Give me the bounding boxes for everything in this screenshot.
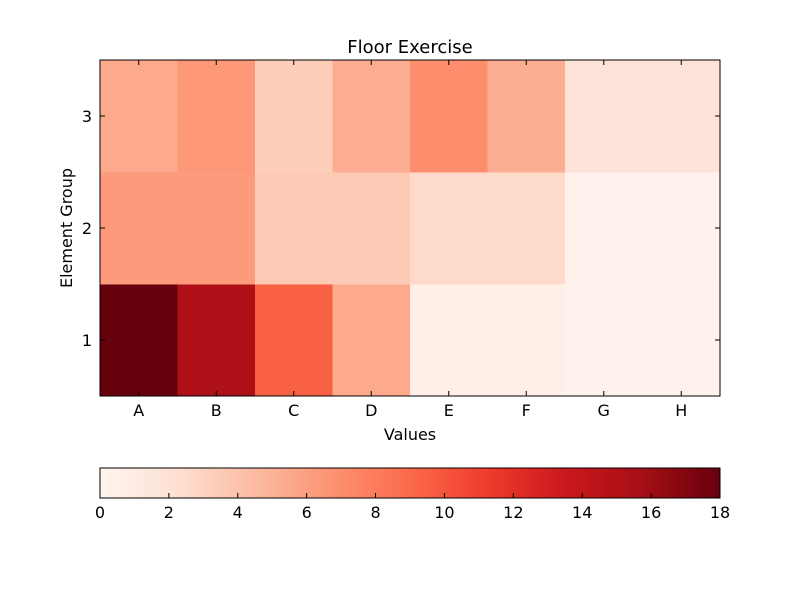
heatmap-cell xyxy=(332,60,411,173)
colorbar-tick-label: 16 xyxy=(641,503,661,522)
heatmap-cell xyxy=(410,284,488,397)
colorbar-tick-label: 4 xyxy=(233,503,243,522)
heatmap-cells xyxy=(100,60,721,397)
colorbar-tick-label: 12 xyxy=(503,503,523,522)
x-axis-label: Values xyxy=(384,425,436,444)
heatmap-cell xyxy=(100,284,178,397)
heatmap-cell xyxy=(410,60,488,173)
colorbar-tick-label: 18 xyxy=(710,503,730,522)
colorbar-tick-label: 2 xyxy=(164,503,174,522)
colorbar-tick-label: 14 xyxy=(572,503,592,522)
colorbar-ticks: 0 2 4 6 8 10 12 14 16 18 xyxy=(95,493,730,522)
heatmap-cell xyxy=(255,60,333,173)
x-tick-label: E xyxy=(444,401,454,420)
heatmap-cell xyxy=(177,284,256,397)
heatmap-cell xyxy=(487,172,566,285)
y-axis-label: Element Group xyxy=(57,168,76,288)
heatmap-cell xyxy=(642,284,721,397)
y-tick-label: 3 xyxy=(82,107,92,126)
heatmap-cell xyxy=(255,284,333,397)
colorbar-tick-label: 0 xyxy=(95,503,105,522)
x-tick-label: A xyxy=(133,401,144,420)
colorbar xyxy=(99,467,721,499)
x-tick-label: G xyxy=(598,401,610,420)
heatmap-cell xyxy=(565,284,643,397)
x-tick-label: H xyxy=(675,401,687,420)
heatmap-cell xyxy=(410,172,488,285)
heatmap-cell xyxy=(100,172,178,285)
x-tick-label: C xyxy=(288,401,299,420)
heatmap-cell xyxy=(487,60,566,173)
x-tick-label: D xyxy=(365,401,377,420)
heatmap-cell xyxy=(332,284,411,397)
heatmap-cell xyxy=(177,60,256,173)
heatmap-cell xyxy=(565,60,643,173)
x-axis-ticks: A B C D E F G H xyxy=(133,60,687,420)
heatmap-cell xyxy=(642,60,721,173)
heatmap-cell xyxy=(487,284,566,397)
chart-title: Floor Exercise xyxy=(347,37,472,58)
y-tick-label: 2 xyxy=(82,219,92,238)
colorbar-tick-label: 6 xyxy=(302,503,312,522)
heatmap-cell xyxy=(255,172,333,285)
y-tick-label: 1 xyxy=(82,331,92,350)
y-axis-ticks: 1 2 3 xyxy=(82,107,720,350)
heatmap-cell xyxy=(565,172,643,285)
x-tick-label: B xyxy=(211,401,222,420)
heatmap-cell xyxy=(100,60,178,173)
x-tick-label: F xyxy=(522,401,531,420)
heatmap-cell xyxy=(332,172,411,285)
colorbar-tick-label: 10 xyxy=(434,503,454,522)
colorbar-tick-label: 8 xyxy=(370,503,380,522)
heatmap-cell xyxy=(642,172,721,285)
heatmap-cell xyxy=(177,172,256,285)
